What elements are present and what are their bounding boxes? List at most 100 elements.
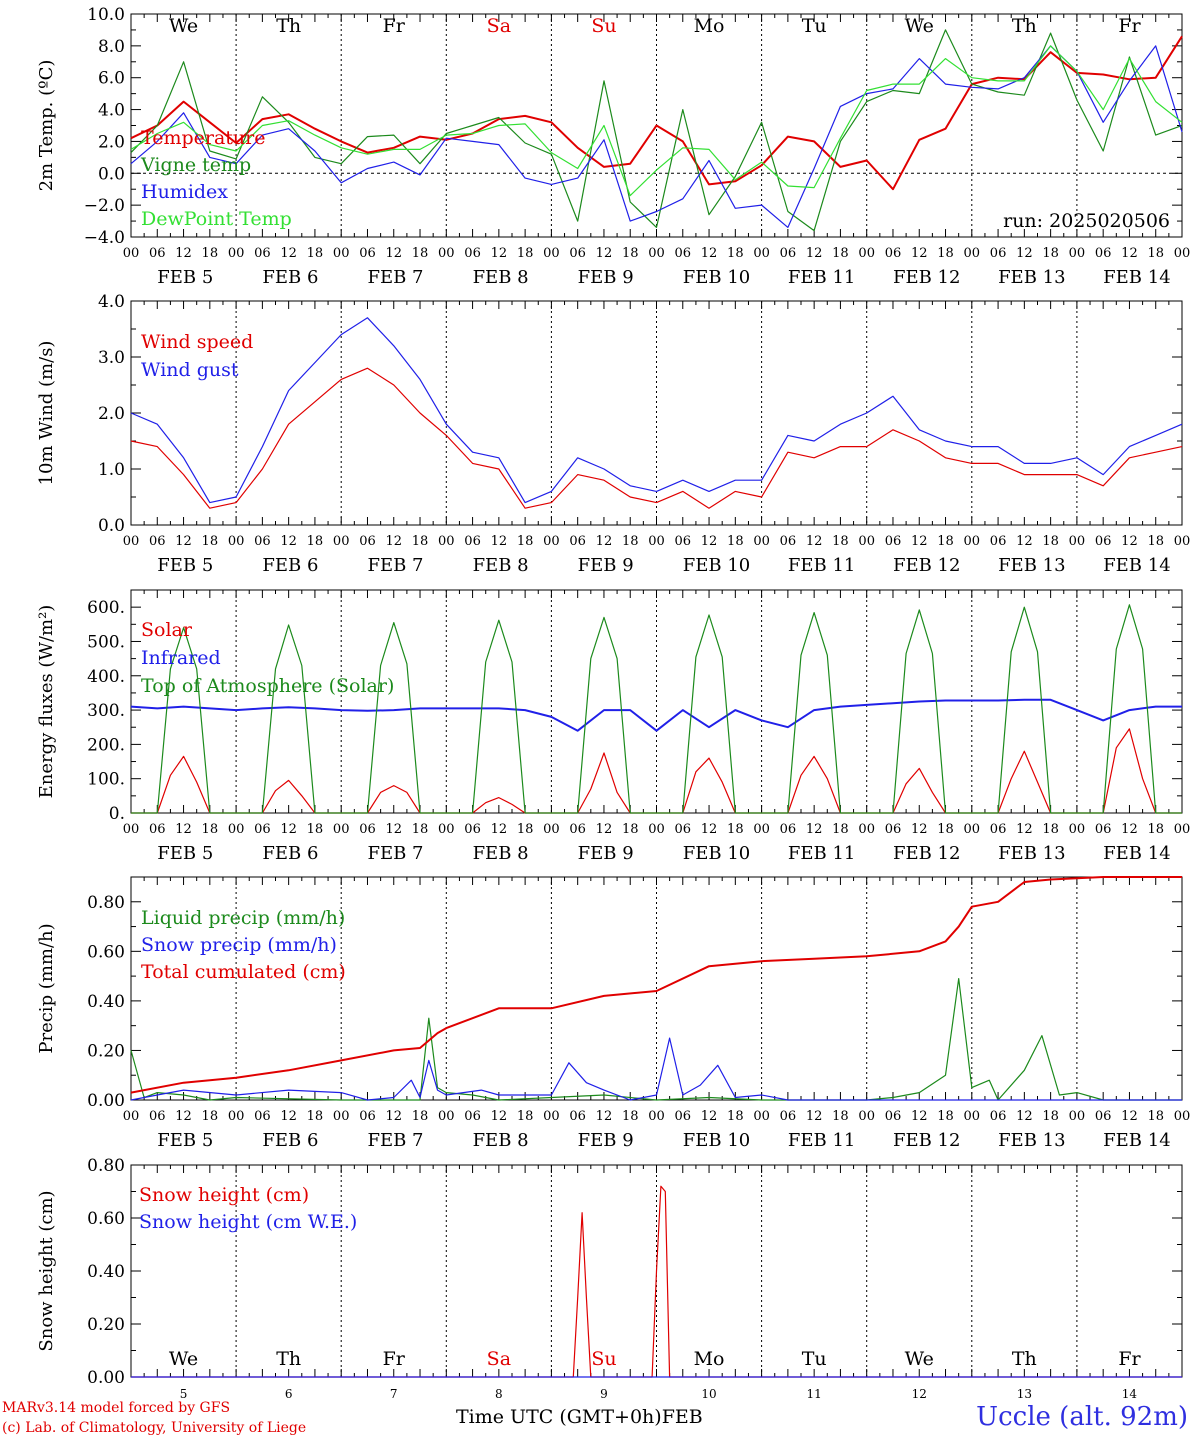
hour-label: 12 xyxy=(385,822,402,837)
y-tick-label: 0.60 xyxy=(87,1209,125,1229)
hour-label: 18 xyxy=(202,822,219,837)
weekday-label: Su xyxy=(591,15,616,37)
hour-label: 06 xyxy=(359,534,376,549)
y-axis-label: 2m Temp. (ºC) xyxy=(36,60,57,192)
y-tick-label: 0.40 xyxy=(87,1262,125,1282)
hour-label: 12 xyxy=(701,534,718,549)
hour-label: 12 xyxy=(491,1109,508,1124)
hour-label: 18 xyxy=(622,822,639,837)
hour-label: 18 xyxy=(832,534,849,549)
date-label: FEB 14 xyxy=(1103,267,1170,288)
weekday-label: Mo xyxy=(694,15,725,37)
station-name: Uccle (alt. 92m) xyxy=(976,1402,1188,1432)
hour-label: 00 xyxy=(543,1109,560,1124)
hour-label: 18 xyxy=(832,246,849,261)
y-tick-label: 100. xyxy=(87,770,125,790)
hour-label: 00 xyxy=(753,246,770,261)
hour-label: 00 xyxy=(1174,822,1191,837)
model-credit: MARv3.14 model forced by GFS xyxy=(2,1400,231,1416)
hour-label: 06 xyxy=(464,534,481,549)
hour-label: 12 xyxy=(806,822,823,837)
hour-label: 12 xyxy=(1016,534,1033,549)
hour-label: 06 xyxy=(990,1109,1007,1124)
y-tick-label: 0. xyxy=(109,804,125,824)
month-label: FEB xyxy=(661,1406,703,1428)
date-label: FEB 12 xyxy=(893,843,960,864)
hour-label: 06 xyxy=(569,246,586,261)
hour-label: 12 xyxy=(280,822,297,837)
y-tick-label: 400. xyxy=(87,667,125,687)
legend-entry: Total cumulated (cm) xyxy=(141,961,346,983)
hour-label: 18 xyxy=(937,822,954,837)
hour-label: 18 xyxy=(1042,822,1059,837)
hour-label: 18 xyxy=(202,1109,219,1124)
date-number: 9 xyxy=(600,1387,608,1401)
legend-entry: Snow height (cm) xyxy=(139,1184,309,1206)
panel-energy: 600. 500. 400. 300. 200. 100. 0. Energy fluxes … xyxy=(36,589,1191,864)
hour-label: 06 xyxy=(780,534,797,549)
date-label: FEB 8 xyxy=(473,843,529,864)
hour-label: 12 xyxy=(701,246,718,261)
hour-label: 00 xyxy=(228,534,245,549)
hour-label: 06 xyxy=(1095,246,1112,261)
date-number: 5 xyxy=(180,1387,188,1401)
hour-label: 12 xyxy=(385,1109,402,1124)
y-axis-label: Precip (mm/h) xyxy=(36,923,57,1053)
weekday-label: Tu xyxy=(802,1348,827,1370)
hour-label: 18 xyxy=(412,246,429,261)
hour-label: 12 xyxy=(806,1109,823,1124)
hour-label: 18 xyxy=(412,534,429,549)
lab-credit: (c) Lab. of Climatology, University of L… xyxy=(2,1420,307,1436)
date-label: FEB 6 xyxy=(262,1130,318,1151)
date-label: FEB 7 xyxy=(367,843,423,864)
y-tick-label: −4.0 xyxy=(84,228,125,248)
date-label: FEB 10 xyxy=(683,555,750,576)
y-tick-label: 200. xyxy=(87,735,125,755)
hour-label: 06 xyxy=(990,246,1007,261)
date-label: FEB 8 xyxy=(473,267,529,288)
series-line-liquid-precip-mm-h- xyxy=(130,977,1182,1101)
weekday-label: Th xyxy=(276,15,301,37)
hour-label: 06 xyxy=(254,1109,271,1124)
weekday-label: Tu xyxy=(802,15,827,37)
date-label: FEB 9 xyxy=(578,843,634,864)
hour-label: 00 xyxy=(438,534,455,549)
y-axis-label: Energy fluxes (W/m²) xyxy=(36,605,57,799)
hour-label: 18 xyxy=(727,534,744,549)
hour-label: 00 xyxy=(964,246,981,261)
y-axis-label: Snow height (cm) xyxy=(36,1190,57,1351)
date-label: FEB 13 xyxy=(998,267,1065,288)
legend-entry: Temperature xyxy=(141,127,265,149)
y-tick-label: 1.0 xyxy=(98,460,125,480)
hour-label: 18 xyxy=(937,246,954,261)
hour-label: 00 xyxy=(228,1109,245,1124)
hour-label: 18 xyxy=(307,246,324,261)
hour-label: 18 xyxy=(412,822,429,837)
hour-label: 12 xyxy=(911,1109,928,1124)
time-axis-title: Time UTC (GMT+0h) xyxy=(456,1406,662,1428)
hour-label: 06 xyxy=(254,246,271,261)
hour-label: 12 xyxy=(491,246,508,261)
hour-label: 06 xyxy=(569,1109,586,1124)
date-number: 13 xyxy=(1017,1387,1032,1401)
x-axis-label: Time UTC (GMT+0h)FEB xyxy=(456,1406,703,1428)
hour-label: 12 xyxy=(1121,534,1138,549)
hour-label: 12 xyxy=(1121,246,1138,261)
hour-label: 12 xyxy=(596,534,613,549)
date-label: FEB 11 xyxy=(788,843,855,864)
hour-label: 06 xyxy=(149,534,166,549)
hour-label: 18 xyxy=(1147,822,1164,837)
hour-label: 18 xyxy=(307,822,324,837)
date-label: FEB 9 xyxy=(578,267,634,288)
hour-label: 12 xyxy=(175,246,192,261)
hour-label: 00 xyxy=(858,534,875,549)
hour-label: 06 xyxy=(1095,534,1112,549)
series-line-vigne-temp xyxy=(130,29,1183,232)
date-number: 7 xyxy=(390,1387,398,1401)
hour-label: 00 xyxy=(123,822,140,837)
series-line-wind-speed xyxy=(130,367,1183,509)
date-number: 8 xyxy=(495,1387,503,1401)
legend-entry: Snow height (cm W.E.) xyxy=(139,1211,357,1233)
y-tick-label: 0.00 xyxy=(87,1368,125,1388)
weekday-label: Fr xyxy=(383,15,406,37)
